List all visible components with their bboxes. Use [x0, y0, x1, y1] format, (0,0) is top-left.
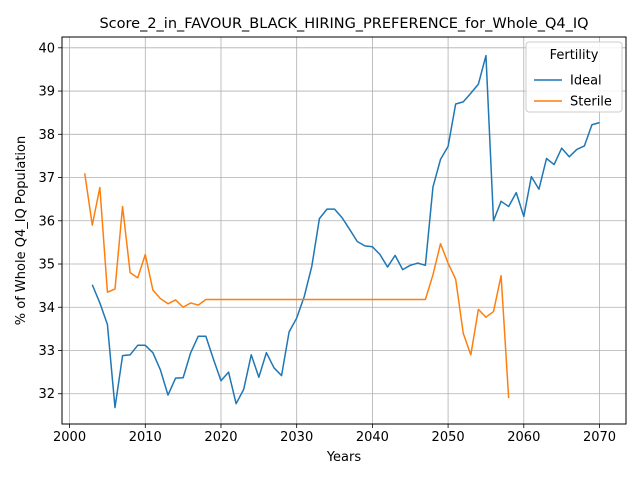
y-tick-label: 37 [38, 171, 55, 186]
y-tick-label: 33 [38, 344, 55, 359]
x-tick-label: 2070 [583, 430, 616, 445]
y-tick-label: 36 [38, 214, 55, 229]
plot-frame [61, 36, 627, 425]
legend-box [525, 41, 623, 113]
chart-title: Score_2_in_FAVOUR_BLACK_HIRING_PREFERENC… [99, 16, 588, 32]
legend-items: Ideal Sterile [534, 74, 612, 110]
series-line-ideal [91, 54, 600, 409]
y-tick-label: 32 [38, 387, 55, 402]
series-line-sterile [83, 173, 510, 399]
y-tick-label: 34 [38, 301, 55, 316]
x-tick-label: 2050 [432, 430, 465, 445]
y-tick-label: 38 [38, 128, 55, 143]
y-tick-label: 39 [38, 85, 55, 100]
legend-label: Ideal [570, 74, 602, 89]
x-tick-label: 2040 [356, 430, 389, 445]
y-tick-label: 40 [38, 41, 55, 56]
y-tick-label: 35 [38, 258, 55, 273]
legend-label: Sterile [570, 95, 612, 110]
legend-title: Fertility [550, 48, 599, 63]
x-tick-label: 2010 [129, 430, 162, 445]
legend: Fertility Ideal Sterile [525, 41, 623, 113]
axis-ticks: 2000 2010 2020 2030 2040 2050 2060 2070 32 33 34 35… [38, 41, 616, 445]
x-axis-label: Years [326, 450, 362, 465]
x-tick-label: 2020 [204, 430, 237, 445]
y-axis-label: % of Whole Q4_IQ Population [14, 136, 29, 325]
x-tick-label: 2000 [53, 430, 86, 445]
x-tick-label: 2030 [280, 430, 313, 445]
series-lines [83, 54, 600, 409]
x-tick-label: 2060 [507, 430, 540, 445]
